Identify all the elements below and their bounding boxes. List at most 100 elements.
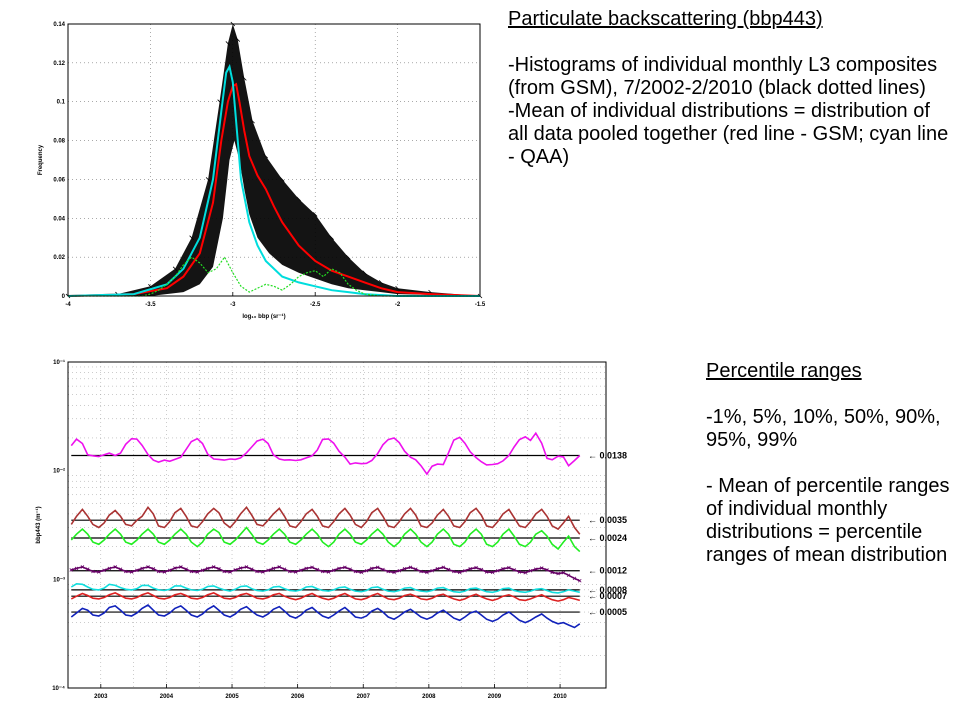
series-marker: [572, 576, 577, 581]
percentile-series-6: [70, 604, 581, 629]
series-dotted: [68, 255, 480, 297]
plot-frame: [67, 361, 607, 689]
series-marker: [331, 568, 336, 573]
series-gsm: [67, 82, 481, 297]
series-marker: [452, 569, 456, 574]
series-marker: [102, 568, 106, 573]
percentile-note-2: - Mean of percentile ranges of individua…: [706, 475, 950, 566]
series-marker: [299, 568, 303, 573]
histogram-point: [242, 76, 247, 81]
series-marker: [113, 565, 118, 569]
series-marker: [326, 570, 331, 574]
histogram-point: [312, 212, 318, 217]
series-marker: [200, 568, 205, 573]
percentile-series-1: [70, 505, 581, 535]
series-marker: [249, 567, 254, 571]
x-tick-label: 2008: [422, 694, 436, 700]
histogram-heading: Particulate backscattering (bbp443): [508, 8, 823, 30]
y-axis-label: Frequency: [38, 144, 44, 175]
histogram-chart: -4 -3.5 -3 -2.5 -2 -1.5 0 0.02 0.04 0.06 0.08 0.1 0.…: [38, 21, 486, 320]
series-marker: [381, 567, 385, 572]
series-marker: [91, 569, 95, 574]
y-tick-label: 10⁻⁴: [52, 686, 65, 692]
series-marker: [123, 569, 128, 574]
y-tick-label: 0.06: [53, 177, 65, 183]
series-marker: [85, 567, 90, 571]
series-marker: [282, 567, 287, 571]
series-marker: [135, 568, 139, 573]
percentile-series-2: [70, 526, 581, 553]
series-marker: [140, 566, 144, 571]
series-marker: [233, 568, 238, 572]
percentile-note-1: -1%, 5%, 10%, 50%, 90%, 95%, 99%: [706, 406, 941, 451]
y-tick-label: 0: [62, 294, 66, 300]
series-marker: [479, 567, 484, 572]
plot-frame: [67, 23, 481, 297]
monthly-histograms-envelope: [68, 24, 480, 296]
series-marker: [107, 566, 112, 571]
series-marker: [238, 566, 243, 570]
value-annotation: ← 0.0035: [588, 515, 627, 525]
series-marker: [386, 569, 390, 574]
series-marker: [507, 565, 511, 570]
series-marker: [392, 570, 396, 575]
histogram-point: [172, 266, 178, 272]
value-annotation: ← 0.0012: [588, 566, 627, 576]
value-annotation: ← 0.0007: [588, 591, 627, 601]
series-marker: [205, 566, 210, 571]
series-marker: [402, 567, 407, 571]
series-marker: [217, 567, 221, 571]
series-marker: [146, 565, 150, 569]
x-tick-label: -4: [65, 302, 71, 308]
series-marker: [304, 566, 308, 571]
histogram-point: [148, 284, 153, 289]
x-tick-label: -1.5: [475, 302, 486, 308]
histogram-point: [279, 177, 285, 182]
y-tick-label: 0.1: [57, 100, 66, 106]
series-marker: [484, 570, 489, 574]
series-marker: [266, 568, 270, 573]
series-marker: [74, 566, 79, 571]
series-marker: [413, 567, 418, 571]
series-marker: [287, 569, 292, 574]
histogram-point: [225, 41, 231, 46]
series-marker: [556, 571, 560, 576]
x-tick-label: 2003: [94, 694, 108, 700]
histogram-point: [250, 118, 255, 124]
series-marker: [97, 570, 101, 574]
histogram-note-2: -Mean of individual distributions = dist…: [508, 100, 949, 168]
percentile-series-0: [70, 431, 581, 476]
series-marker: [446, 567, 451, 572]
x-tick-label: -2.5: [310, 302, 321, 308]
series-marker: [211, 565, 216, 569]
series-marker: [528, 568, 533, 573]
series-qaa: [67, 63, 480, 297]
series-marker: [577, 578, 582, 583]
series-marker: [348, 567, 352, 571]
series-marker: [195, 570, 200, 574]
series-marker: [337, 566, 341, 571]
histogram-point: [217, 99, 222, 104]
histogram-note-1: -Histograms of individual monthly L3 com…: [508, 54, 938, 99]
series-marker: [222, 569, 226, 574]
percentile-heading: Percentile ranges: [706, 360, 862, 382]
series-marker: [69, 568, 74, 572]
percentile-description: Percentile ranges -1%, 5%, 10%, 50%, 90%…: [706, 360, 956, 567]
percentile-series-4: [70, 582, 580, 594]
series-marker: [468, 567, 472, 571]
x-tick-label: 2006: [291, 694, 305, 700]
series-marker: [523, 570, 528, 575]
series-marker: [425, 570, 429, 575]
series-marker: [463, 568, 467, 573]
series-marker: [435, 567, 440, 571]
series-marker: [539, 566, 544, 570]
histogram-point: [362, 270, 367, 275]
y-tick-label: 10⁻²: [53, 468, 65, 475]
series-marker: [501, 567, 505, 571]
value-annotation: ← 0.0024: [588, 533, 627, 543]
plot-area: [68, 362, 606, 688]
series-marker: [561, 570, 566, 575]
x-tick-label: 2005: [225, 694, 239, 700]
value-annotation: ← 0.0008: [588, 585, 627, 595]
series-marker: [80, 565, 85, 569]
